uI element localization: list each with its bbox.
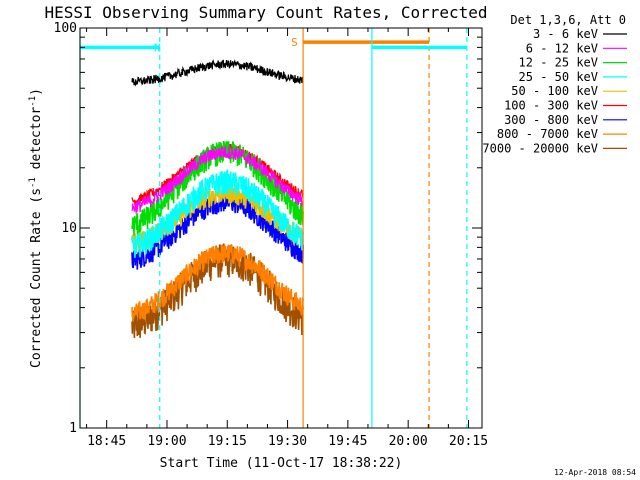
legend-entry-3-label: 12 - 25 keV xyxy=(519,56,598,70)
interval-2-label: S xyxy=(291,36,298,49)
interval-1-label: N xyxy=(154,41,161,54)
legend-entry-2-label: 6 - 12 keV xyxy=(526,41,598,55)
series-lines xyxy=(131,59,304,339)
series-line-9 xyxy=(131,243,304,339)
y-axis-label: Corrected Count Rate (s-1 detector-1) xyxy=(28,88,44,368)
y-axis-ticks: 1 10 100 xyxy=(54,21,482,436)
x-tick-label-3: 19:15 xyxy=(208,434,247,449)
legend-entry-6-label: 100 - 300 keV xyxy=(504,99,598,113)
x-tick-label-2: 19:00 xyxy=(147,434,186,449)
y-axis-label-main: Corrected Count Rate (s xyxy=(29,188,44,368)
series-line-1 xyxy=(131,59,304,87)
x-axis-ticks: 18:45 19:00 19:15 19:30 19:45 20:00 20:15 xyxy=(86,28,488,449)
x-axis-label: Start Time (11-Oct-17 18:38:22) xyxy=(160,456,403,471)
y-axis-label-end: ) xyxy=(29,88,44,96)
y-tick-label-3: 100 xyxy=(54,21,77,36)
series-line-7 xyxy=(131,190,304,270)
series-line-4 xyxy=(131,168,304,258)
chart-title: HESSI Observing Summary Count Rates, Cor… xyxy=(44,3,487,22)
x-tick-label-1: 18:45 xyxy=(87,434,126,449)
legend-entry-8-label: 800 - 7000 keV xyxy=(497,127,598,141)
y-axis-label-superscript-1: -1 xyxy=(28,177,38,188)
series-line-2 xyxy=(131,145,304,214)
y-tick-label-2: 10 xyxy=(61,221,77,236)
x-tick-label-4: 19:30 xyxy=(268,434,307,449)
x-tick-label-5: 19:45 xyxy=(328,434,367,449)
y-tick-label-1: 1 xyxy=(69,421,77,436)
legend-entry-4-label: 25 - 50 keV xyxy=(519,70,598,84)
x-tick-label-7: 20:15 xyxy=(449,434,488,449)
footer-timestamp: 12-Apr-2018 08:54 xyxy=(554,468,636,477)
legend-entry-5-label: 50 - 100 keV xyxy=(511,84,598,98)
legend-title: Det 1,3,6, Att 0 xyxy=(510,13,626,27)
legend-entry-7-label: 300 - 800 keV xyxy=(504,113,598,127)
x-tick-label-6: 20:00 xyxy=(389,434,428,449)
y-axis-label-middle: detector xyxy=(29,107,44,178)
legend-entry-1-label: 3 - 6 keV xyxy=(533,27,598,41)
series-line-8 xyxy=(131,244,304,322)
y-axis-label-superscript-2: -1 xyxy=(28,96,38,107)
legend-entry-9-label: 7000 - 20000 keV xyxy=(482,141,598,155)
